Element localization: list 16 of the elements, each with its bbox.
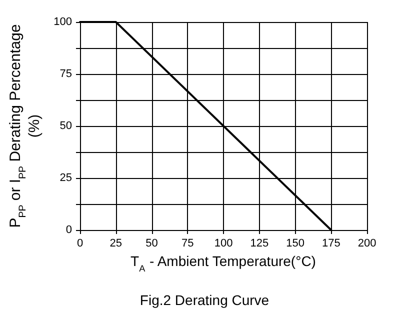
y-axis-title: PPP or IPP Derating Percentage (%) xyxy=(7,24,43,228)
x-tick-label: 200 xyxy=(358,238,376,250)
text: Fig.2 Derating Curve xyxy=(140,292,270,308)
x-tick-label: 175 xyxy=(322,238,340,250)
x-tick-label: 100 xyxy=(214,238,233,250)
x-tick-label: 25 xyxy=(110,238,122,250)
x-tick-label: 150 xyxy=(286,238,304,250)
y-tick-label: 75 xyxy=(60,68,72,80)
x-tick-label: 0 xyxy=(76,238,84,250)
x-tick-label: 50 xyxy=(146,238,158,250)
y-tick-label: 50 xyxy=(60,120,72,132)
y-tick-label: 100 xyxy=(54,16,72,28)
y-tick-label: 0 xyxy=(66,224,72,236)
x-tick-label: 75 xyxy=(182,238,194,250)
x-tick-label: 125 xyxy=(250,238,269,250)
y-tick-label: 25 xyxy=(60,172,72,184)
